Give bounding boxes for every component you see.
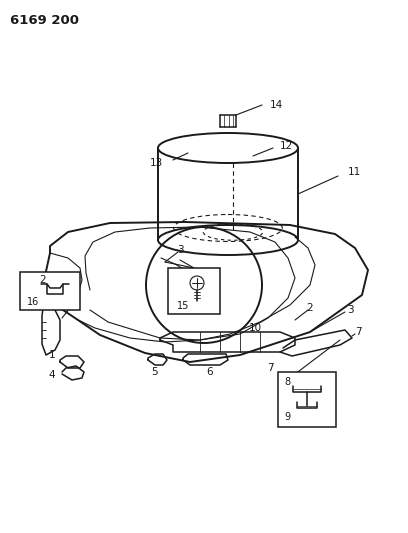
Text: 3: 3	[347, 305, 353, 315]
Text: 14: 14	[270, 100, 283, 110]
Text: 15: 15	[177, 301, 189, 311]
Text: 8: 8	[284, 377, 290, 387]
Text: 10: 10	[248, 323, 262, 333]
Text: 4: 4	[49, 370, 55, 380]
Text: 5: 5	[152, 367, 158, 377]
Text: 12: 12	[280, 141, 293, 151]
Text: 7: 7	[355, 327, 361, 337]
Text: 1: 1	[49, 350, 55, 360]
Text: 2: 2	[307, 303, 313, 313]
Text: 13: 13	[150, 158, 163, 168]
Text: 6169 200: 6169 200	[10, 14, 79, 27]
Text: 9: 9	[284, 412, 290, 422]
Bar	[168, 268, 220, 314]
Text: 7: 7	[267, 363, 274, 373]
Text: 2: 2	[40, 275, 47, 285]
Bar	[20, 272, 80, 310]
Text: 16: 16	[27, 297, 39, 307]
Text: 3: 3	[177, 245, 183, 255]
Text: 11: 11	[348, 167, 361, 177]
Text: 6: 6	[207, 367, 213, 377]
Bar	[278, 372, 336, 427]
